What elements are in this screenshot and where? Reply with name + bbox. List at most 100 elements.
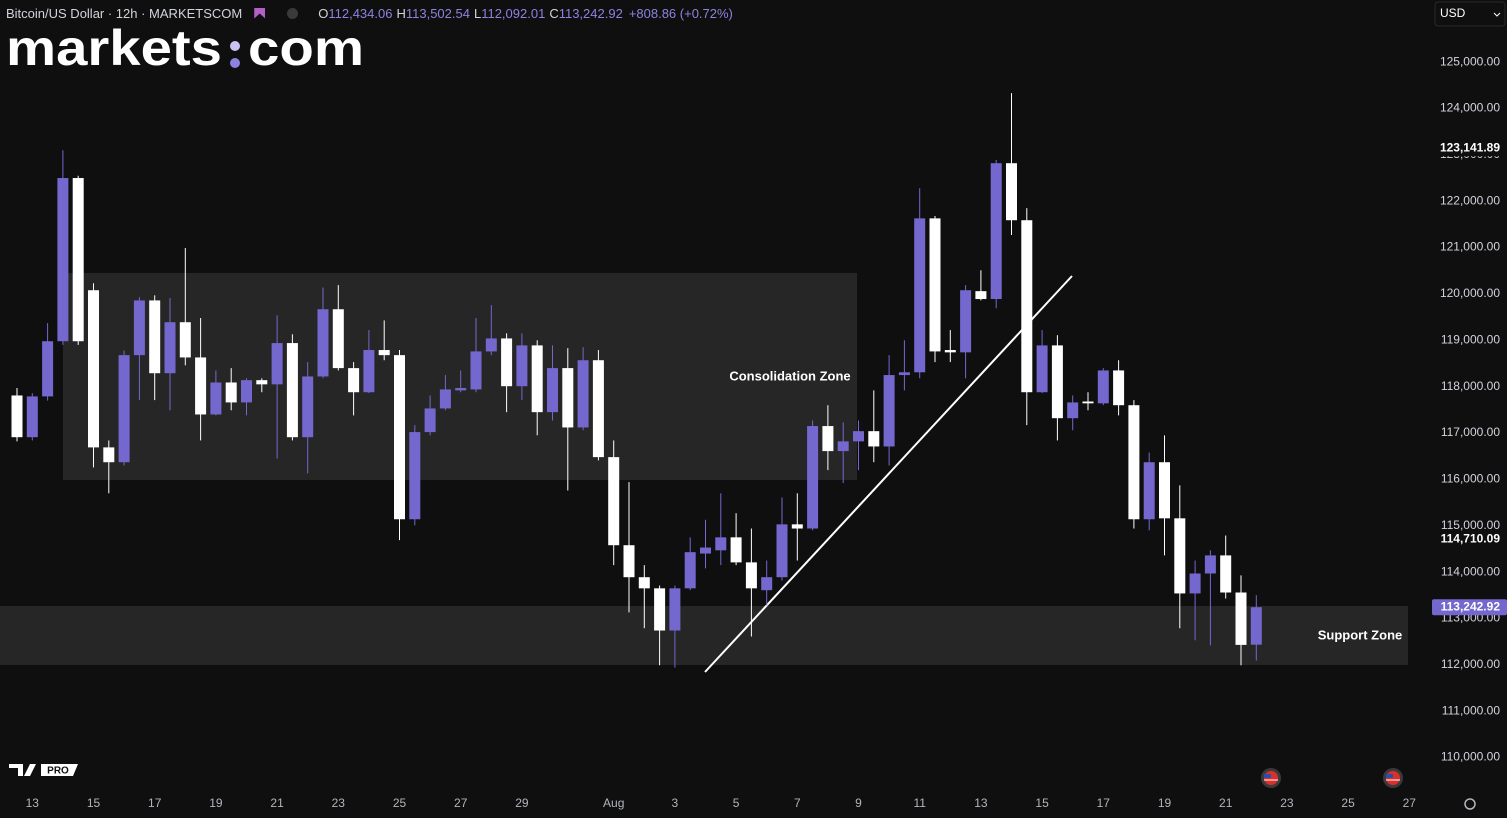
candle-body (914, 218, 926, 373)
candle-body (256, 380, 268, 385)
candle-body (975, 291, 987, 300)
ohlc-value: 112,092.01 (481, 5, 546, 21)
x-tick-label: Aug (603, 796, 624, 810)
candle-body (822, 426, 834, 452)
x-tick-label: 5 (733, 796, 740, 810)
candle-body (455, 388, 467, 391)
x-tick-label: 23 (1280, 796, 1294, 810)
ohlc-value: 113,502.54 (405, 5, 470, 21)
candle-body (1036, 345, 1048, 393)
support-zone (0, 606, 1408, 665)
candle-body (654, 588, 666, 631)
currency-select[interactable] (1434, 1, 1506, 27)
candle-body (944, 350, 956, 353)
candle-body (990, 163, 1002, 300)
candle-body (11, 395, 23, 438)
ohlc-key: C (549, 5, 559, 21)
x-tick-label: 3 (672, 796, 679, 810)
price-marker-label: 113,242.92 (1441, 599, 1501, 613)
y-tick-label: 112,000.00 (1441, 657, 1500, 671)
candle-body (638, 577, 650, 589)
settings-icon[interactable] (1464, 798, 1476, 810)
candle-body (439, 389, 451, 409)
candle-body (179, 322, 191, 358)
candle-body (883, 375, 895, 447)
x-tick-label: 13 (26, 796, 40, 810)
candle-body (164, 322, 176, 374)
candle-body (118, 355, 130, 463)
y-tick-label: 116,000.00 (1441, 472, 1500, 486)
y-tick-label: 124,000.00 (1440, 101, 1500, 115)
candle-body (1220, 555, 1232, 593)
candle-body (225, 382, 237, 403)
y-tick-label: 110,000.00 (1441, 750, 1500, 764)
candle-body (745, 562, 757, 589)
badge-text: PRO (47, 766, 69, 777)
event-flag[interactable] (1261, 768, 1281, 788)
candle-body (1051, 345, 1063, 419)
candle-body (501, 338, 513, 387)
x-tick-label: 21 (1219, 796, 1233, 810)
y-tick-label: 114,000.00 (1441, 564, 1500, 578)
y-tick-label: 115,000.00 (1441, 518, 1500, 532)
candle-body (547, 368, 558, 413)
candle-body (302, 376, 314, 438)
y-tick-label: 122,000.00 (1440, 193, 1500, 207)
candle-body (1174, 518, 1186, 594)
y-tick-label: 111,000.00 (1442, 703, 1501, 717)
x-tick-label: 15 (87, 796, 101, 810)
candle-body (394, 355, 405, 520)
candle-body (42, 341, 54, 397)
candle-body (531, 345, 543, 413)
y-tick-label: 121,000.00 (1440, 240, 1500, 254)
x-tick-label: 19 (1158, 796, 1172, 810)
event-flag[interactable] (1383, 768, 1403, 788)
candle-body (1159, 462, 1170, 519)
tv-logo (9, 764, 36, 776)
candle-body (195, 357, 207, 415)
candle-body (72, 178, 84, 342)
price-marker-label: 123,141.89 (1440, 140, 1500, 154)
candle-body (378, 350, 390, 356)
y-tick-label: 120,000.00 (1440, 286, 1500, 300)
currency-label[interactable]: USD (1440, 6, 1466, 20)
candle-body (286, 343, 298, 438)
candle-body (960, 290, 972, 353)
logo-text: com (248, 20, 364, 76)
candle-body (837, 441, 849, 452)
change: +808.86 (+0.72%) (628, 5, 733, 21)
candle-body (88, 290, 99, 448)
candle-body (791, 524, 803, 529)
candle-body (241, 380, 252, 403)
chevron[interactable] (1493, 12, 1501, 17)
candle-body (133, 300, 145, 356)
candle-body (516, 345, 528, 387)
candles (11, 93, 1262, 668)
candle-body (210, 382, 222, 415)
candle-body (853, 431, 864, 442)
candle-body (761, 577, 773, 591)
x-tick-label: 17 (1097, 796, 1111, 810)
candle-body (715, 537, 727, 551)
x-tick-label: 29 (515, 796, 529, 810)
candle-body (1113, 370, 1125, 406)
candle-body (271, 343, 283, 385)
candle-body (363, 350, 375, 393)
candle-body (623, 545, 635, 578)
y-tick-label: 119,000.00 (1441, 332, 1500, 346)
y-tick-label: 118,000.00 (1441, 379, 1500, 393)
candle-body (103, 447, 115, 463)
candle-body (1250, 607, 1262, 645)
x-tick-label: 9 (855, 796, 862, 810)
candle-body (1082, 401, 1094, 404)
candle-body (1021, 220, 1033, 393)
candle-body (898, 372, 910, 376)
candle-body (608, 457, 620, 546)
x-tick-label: 7 (794, 796, 801, 810)
candle-body (1128, 405, 1140, 520)
x-tick-label: 13 (974, 796, 988, 810)
candle-body (1204, 555, 1216, 574)
candle-body (348, 368, 360, 393)
trend-line (704, 275, 1073, 673)
